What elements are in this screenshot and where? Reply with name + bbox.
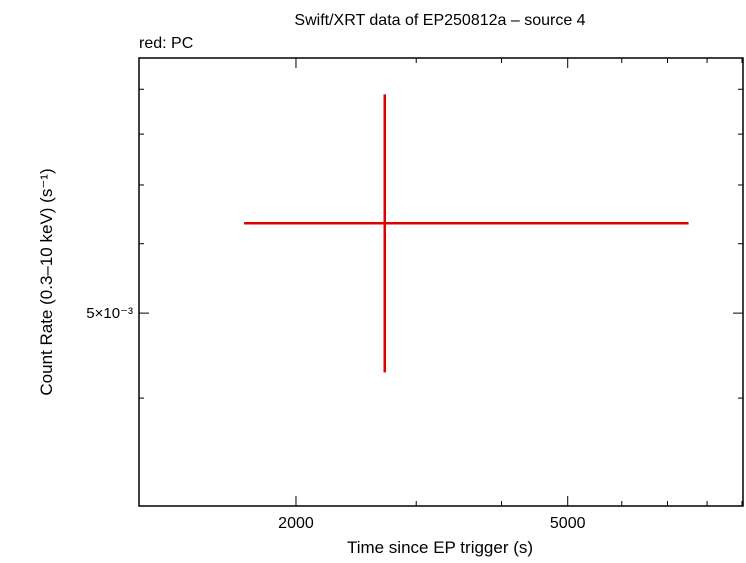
x-axis-label: Time since EP trigger (s)	[347, 538, 533, 557]
y-axis-label: Count Rate (0.3–10 keV) (s⁻¹)	[37, 168, 56, 395]
y-tick-label: 5×10⁻³	[86, 305, 133, 322]
plot-frame	[138, 57, 744, 507]
chart-subtitle: red: PC	[139, 35, 193, 52]
x-tick-label: 2000	[278, 515, 314, 532]
x-tick-label: 5000	[550, 515, 586, 532]
chart-title: Swift/XRT data of EP250812a – source 4	[294, 12, 585, 29]
